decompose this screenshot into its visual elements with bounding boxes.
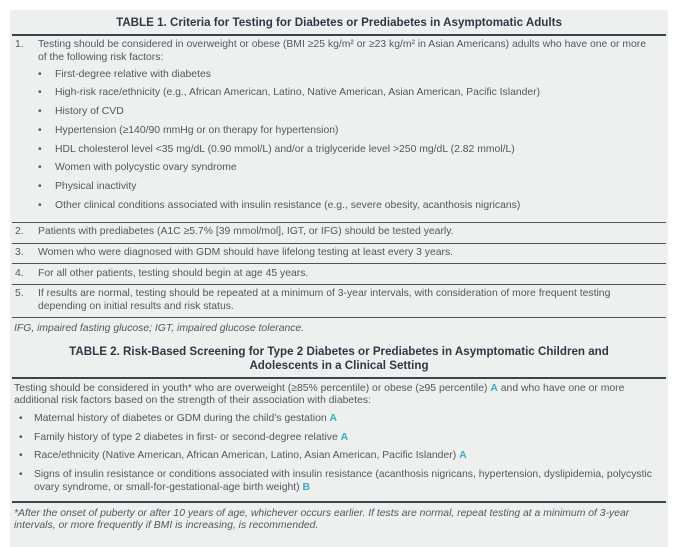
- bullet-icon: •: [38, 87, 42, 99]
- bullet-text: HDL cholesterol level <35 mg/dL (0.90 mm…: [55, 143, 515, 155]
- row-text: Testing should be considered in overweig…: [38, 39, 647, 63]
- bullet-text: Other clinical conditions associated wit…: [55, 199, 521, 211]
- table2: TABLE 2. Risk-Based Screening for Type 2…: [10, 339, 668, 547]
- table2-title-divider: [12, 376, 666, 379]
- row-divider: [12, 263, 666, 265]
- bullet-text: History of CVD: [55, 106, 124, 118]
- bullet-text: First-degree relative with diabetes: [55, 68, 211, 80]
- table1-title: TABLE 1. Criteria for Testing for Diabet…: [116, 16, 562, 29]
- evidence-grade-badge: B: [302, 481, 311, 493]
- list-item: • Race/ethnicity (Native American, Africa…: [19, 450, 656, 463]
- bullet-icon: •: [38, 199, 42, 211]
- table1-row-3: 3. Women who were diagnosed with GDM sho…: [10, 244, 668, 264]
- list-item: • Other clinical conditions associated wi…: [38, 200, 656, 213]
- bullet-text: Women with polycystic ovary syndrome: [55, 162, 237, 174]
- table1-title-divider: [12, 33, 666, 36]
- bullet-text: Signs of insulin resistance or condition…: [34, 469, 652, 493]
- table2-title: TABLE 2. Risk-Based Screening for Type 2…: [69, 345, 609, 372]
- table1: TABLE 1. Criteria for Testing for Diabet…: [10, 10, 668, 343]
- risk-factor-list: • First-degree relative with diabetes • Hi…: [38, 69, 656, 213]
- table2-intro: Testing should be considered in youth* w…: [10, 379, 668, 411]
- row-number: 3.: [15, 247, 24, 259]
- list-item: • First-degree relative with diabetes: [38, 69, 656, 82]
- row-body: Testing should be considered in overweig…: [38, 39, 656, 218]
- row-text: If results are normal, testing should be…: [38, 288, 611, 313]
- bullet-icon: •: [38, 124, 42, 136]
- table1-footnote: IFG, impaired fasting glucose; IGT, impa…: [14, 323, 305, 335]
- table2-footnote: *After the onset of puberty or after 10 …: [14, 507, 630, 532]
- bullet-icon: •: [19, 450, 23, 462]
- list-item: • High-risk race/ethnicity (e.g., African…: [38, 87, 656, 100]
- bullet-text: High-risk race/ethnicity (e.g., African …: [55, 87, 541, 99]
- row-divider: [12, 242, 666, 244]
- bullet-icon: •: [19, 469, 23, 481]
- row-text: For all other patients, testing should b…: [38, 267, 309, 279]
- bullet-text: Race/ethnicity (Native American, African…: [34, 450, 467, 462]
- bullet-icon: •: [38, 106, 42, 118]
- row-text: Women who were diagnosed with GDM should…: [38, 247, 454, 259]
- risk-factor-list: • Maternal history of diabetes or GDM dur…: [19, 413, 656, 495]
- list-item: • Women with polycystic ovary syndrome: [38, 162, 656, 175]
- table1-row-5: 5. If results are normal, testing should…: [10, 285, 668, 317]
- row-number: 5.: [15, 288, 24, 300]
- list-item: • History of CVD: [38, 106, 656, 119]
- evidence-grade-badge: A: [340, 431, 349, 443]
- bullet-icon: •: [19, 431, 23, 443]
- list-item: • Signs of insulin resistance or conditio…: [19, 469, 656, 494]
- bullet-icon: •: [38, 180, 42, 192]
- bullet-text: Physical inactivity: [55, 180, 137, 192]
- row-divider: [12, 283, 666, 285]
- list-item: • Hypertension (≥140/90 mmHg or on therap…: [38, 125, 656, 138]
- list-item: • Family history of type 2 diabetes in fi…: [19, 432, 656, 445]
- evidence-grade-badge: A: [490, 382, 498, 394]
- bullet-text: Hypertension (≥140/90 mmHg or on therapy…: [55, 124, 339, 136]
- row-number: 4.: [15, 267, 24, 279]
- intro-text: Testing should be considered in youth* w…: [14, 382, 491, 394]
- row-text: Patients with prediabetes (A1C ≥5.7% [39…: [38, 226, 454, 238]
- footnote-divider: [12, 500, 666, 503]
- bullet-text: Maternal history of diabetes or GDM duri…: [34, 413, 338, 424]
- bullet-icon: •: [38, 162, 42, 174]
- evidence-grade-badge: A: [329, 413, 338, 424]
- list-item: • Physical inactivity: [38, 181, 656, 194]
- row-number: 1.: [15, 39, 24, 51]
- bullet-icon: •: [38, 68, 42, 80]
- intro-text: and who have one or more additional risk…: [14, 382, 625, 407]
- bullet-icon: •: [19, 413, 23, 424]
- row-number: 2.: [15, 226, 24, 238]
- table1-row-1: 1. Testing should be considered in overw…: [10, 36, 668, 222]
- list-item: • Maternal history of diabetes or GDM dur…: [19, 413, 656, 426]
- bullet-icon: •: [38, 143, 42, 155]
- evidence-grade-badge: A: [459, 450, 467, 462]
- table1-row-4: 4. For all other patients, testing shoul…: [10, 264, 668, 284]
- table1-row-2: 2. Patients with prediabetes (A1C ≥5.7% …: [10, 223, 668, 243]
- footnote-divider: [12, 317, 666, 319]
- bullet-text: Family history of type 2 diabetes in fir…: [34, 431, 349, 443]
- list-item: • HDL cholesterol level <35 mg/dL (0.90 m…: [38, 144, 656, 157]
- row-divider: [12, 221, 666, 223]
